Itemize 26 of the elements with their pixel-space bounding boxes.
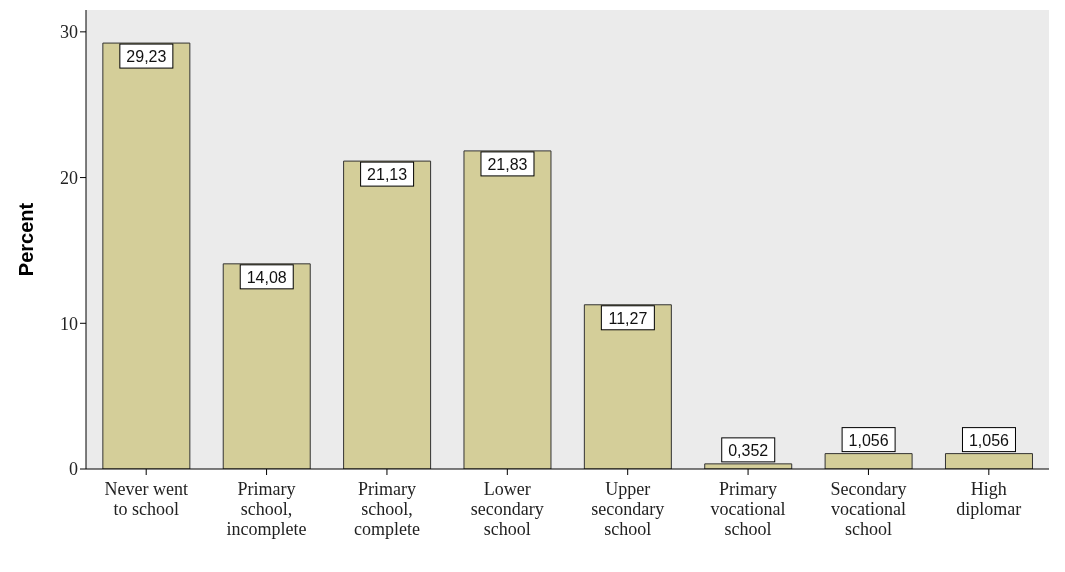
x-tick-label: Primary school, incomplete [226,479,307,539]
data-label: 21,83 [487,155,528,173]
x-tick-label: Upper secondary school [591,479,665,539]
bar [102,42,191,469]
data-label: 21,13 [367,166,408,184]
y-axis-title: Percent [15,202,38,277]
y-tick-label: 0 [69,459,78,480]
bar [222,263,311,469]
x-tick-label: Secondary vocational school [830,479,907,539]
x-tick-label: Primary vocational school [710,479,786,539]
x-tick-label: High diplomar [956,479,1022,519]
data-label: 14,08 [246,268,287,286]
data-label: 0,352 [728,441,769,459]
x-tick-label: Lower secondary school [470,479,544,539]
x-tick-label: Primary school, complete [353,479,420,539]
data-label: 29,23 [126,48,167,66]
data-label: 1,056 [968,431,1010,449]
y-tick-label: 20 [60,167,78,188]
bar [343,160,432,469]
bar [583,304,672,469]
y-tick-label: 10 [60,313,78,334]
data-label: 1,056 [848,431,889,449]
x-tick-label: Never went to school [104,479,188,519]
bar [463,150,552,469]
y-tick-label: 30 [60,22,78,43]
data-label: 11,27 [608,309,648,327]
